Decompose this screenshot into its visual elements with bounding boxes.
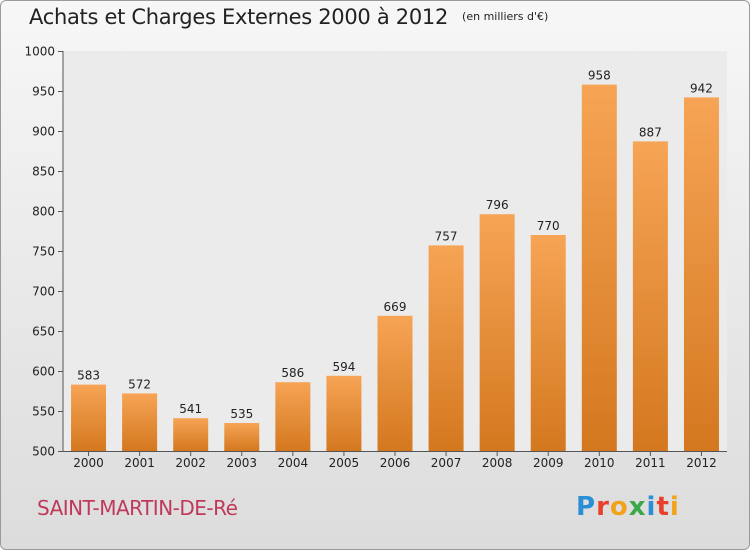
data-label: 757 <box>435 229 458 243</box>
data-labels: 583 572 541 535 586 594 669 757 796 770 958 887 942 <box>77 69 713 421</box>
y-tick-label: 700 <box>32 285 55 299</box>
town-name: SAINT-MARTIN-DE-Ré <box>37 496 238 520</box>
x-tick-label: 2006 <box>380 456 411 470</box>
y-tick-label: 900 <box>32 125 55 139</box>
data-label: 535 <box>230 407 253 421</box>
logo-letter: o <box>609 492 629 522</box>
x-tick-label: 2010 <box>584 456 615 470</box>
x-tick-label: 2002 <box>175 456 206 470</box>
logo-letter: x <box>628 492 647 522</box>
bar-2012 <box>683 97 719 452</box>
x-tick-label: 2009 <box>533 456 564 470</box>
bar-2006 <box>377 315 413 451</box>
x-tick-label: 2004 <box>278 456 309 470</box>
bar-2000 <box>71 384 107 451</box>
logo-letter: t <box>656 492 670 522</box>
data-label: 942 <box>690 81 713 95</box>
logo-letter: i <box>646 492 657 522</box>
chart-title: Achats et Charges Externes 2000 à 2012 <box>29 5 449 29</box>
y-tick-label: 850 <box>32 165 55 179</box>
bars <box>71 84 719 452</box>
x-tick-label: 2012 <box>686 456 717 470</box>
y-tick-label: 1000 <box>24 45 55 59</box>
bar-2002 <box>173 418 209 451</box>
bar-2011 <box>632 141 668 451</box>
bar-2001 <box>122 393 158 451</box>
data-label: 796 <box>486 198 509 212</box>
bar-2004 <box>275 382 311 451</box>
y-tick-label: 650 <box>32 325 55 339</box>
proxiti-logo: Proxiti <box>576 492 680 522</box>
data-label: 669 <box>384 300 407 314</box>
bar-2003 <box>224 423 260 451</box>
data-label: 541 <box>179 402 202 416</box>
x-tick-label: 2003 <box>226 456 257 470</box>
logo-letter: P <box>576 492 597 522</box>
bar-2008 <box>479 214 515 451</box>
y-tick-label: 950 <box>32 85 55 99</box>
y-tick-label: 500 <box>32 445 55 459</box>
y-tick-label: 800 <box>32 205 55 219</box>
data-label: 572 <box>128 377 151 391</box>
bar-2009 <box>530 235 566 451</box>
data-label: 958 <box>588 69 611 83</box>
bar-2005 <box>326 375 362 451</box>
data-label: 887 <box>639 125 662 139</box>
chart-unit: (en milliers d'€) <box>462 10 549 23</box>
x-tick-label: 2007 <box>431 456 462 470</box>
bar-2007 <box>428 245 464 451</box>
chart-title-block: Achats et Charges Externes 2000 à 2012 (e… <box>29 5 548 29</box>
x-tick-label: 2000 <box>73 456 104 470</box>
data-label: 770 <box>537 219 560 233</box>
data-label: 586 <box>281 366 304 380</box>
x-tick-label: 2008 <box>482 456 513 470</box>
y-tick-label: 550 <box>32 405 55 419</box>
logo-letter: i <box>669 492 680 522</box>
logo-letter: r <box>596 492 610 522</box>
x-tick-label: 2011 <box>635 456 666 470</box>
bar-2010 <box>581 84 617 451</box>
x-tick-label: 2005 <box>329 456 360 470</box>
y-tick-label: 600 <box>32 365 55 379</box>
data-label: 583 <box>77 369 100 383</box>
x-tick-label: 2001 <box>124 456 155 470</box>
y-tick-label: 750 <box>32 245 55 259</box>
data-label: 594 <box>332 360 355 374</box>
axes: 500 550 600 650 700 750 800 850 900 950 1000 2000 20… <box>24 45 727 470</box>
